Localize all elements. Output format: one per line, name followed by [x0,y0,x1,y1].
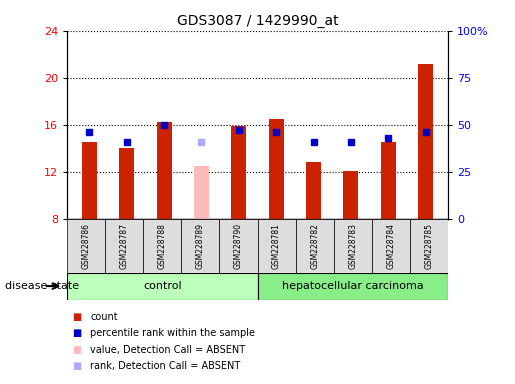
Bar [258,273,448,300]
Text: GSM228784: GSM228784 [386,223,396,269]
Text: ■: ■ [72,328,81,338]
Text: GSM228789: GSM228789 [196,223,205,269]
Bar [418,64,433,219]
Text: percentile rank within the sample: percentile rank within the sample [90,328,255,338]
Bar [67,219,105,273]
Text: hepatocellular carcinoma: hepatocellular carcinoma [282,281,424,291]
Bar [269,119,284,219]
Text: control: control [143,281,182,291]
Bar [157,122,171,219]
Bar [194,166,209,219]
Bar [334,219,372,273]
Bar [82,142,97,219]
Text: rank, Detection Call = ABSENT: rank, Detection Call = ABSENT [90,361,241,371]
Text: ■: ■ [72,312,81,322]
Bar [410,219,448,273]
Bar [143,219,181,273]
Bar [219,219,258,273]
Bar [181,219,219,273]
Text: GSM228783: GSM228783 [348,223,357,269]
Text: GSM228781: GSM228781 [272,223,281,269]
Bar [231,126,246,219]
Text: GSM228790: GSM228790 [234,223,243,269]
Text: GSM228782: GSM228782 [310,223,319,269]
Bar [119,148,134,219]
Text: disease state: disease state [5,281,79,291]
Text: GSM228788: GSM228788 [158,223,167,269]
Text: ■: ■ [72,345,81,355]
Bar [381,142,396,219]
Bar [258,219,296,273]
Text: GSM228785: GSM228785 [424,223,434,269]
Bar [67,273,258,300]
Text: ■: ■ [72,361,81,371]
Bar [306,162,321,219]
Text: GSM228786: GSM228786 [81,223,91,269]
Text: count: count [90,312,118,322]
Bar [344,170,358,219]
Title: GDS3087 / 1429990_at: GDS3087 / 1429990_at [177,14,338,28]
Bar [296,219,334,273]
Bar [105,219,143,273]
Text: value, Detection Call = ABSENT: value, Detection Call = ABSENT [90,345,245,355]
Bar [372,219,410,273]
Text: GSM228787: GSM228787 [119,223,129,269]
